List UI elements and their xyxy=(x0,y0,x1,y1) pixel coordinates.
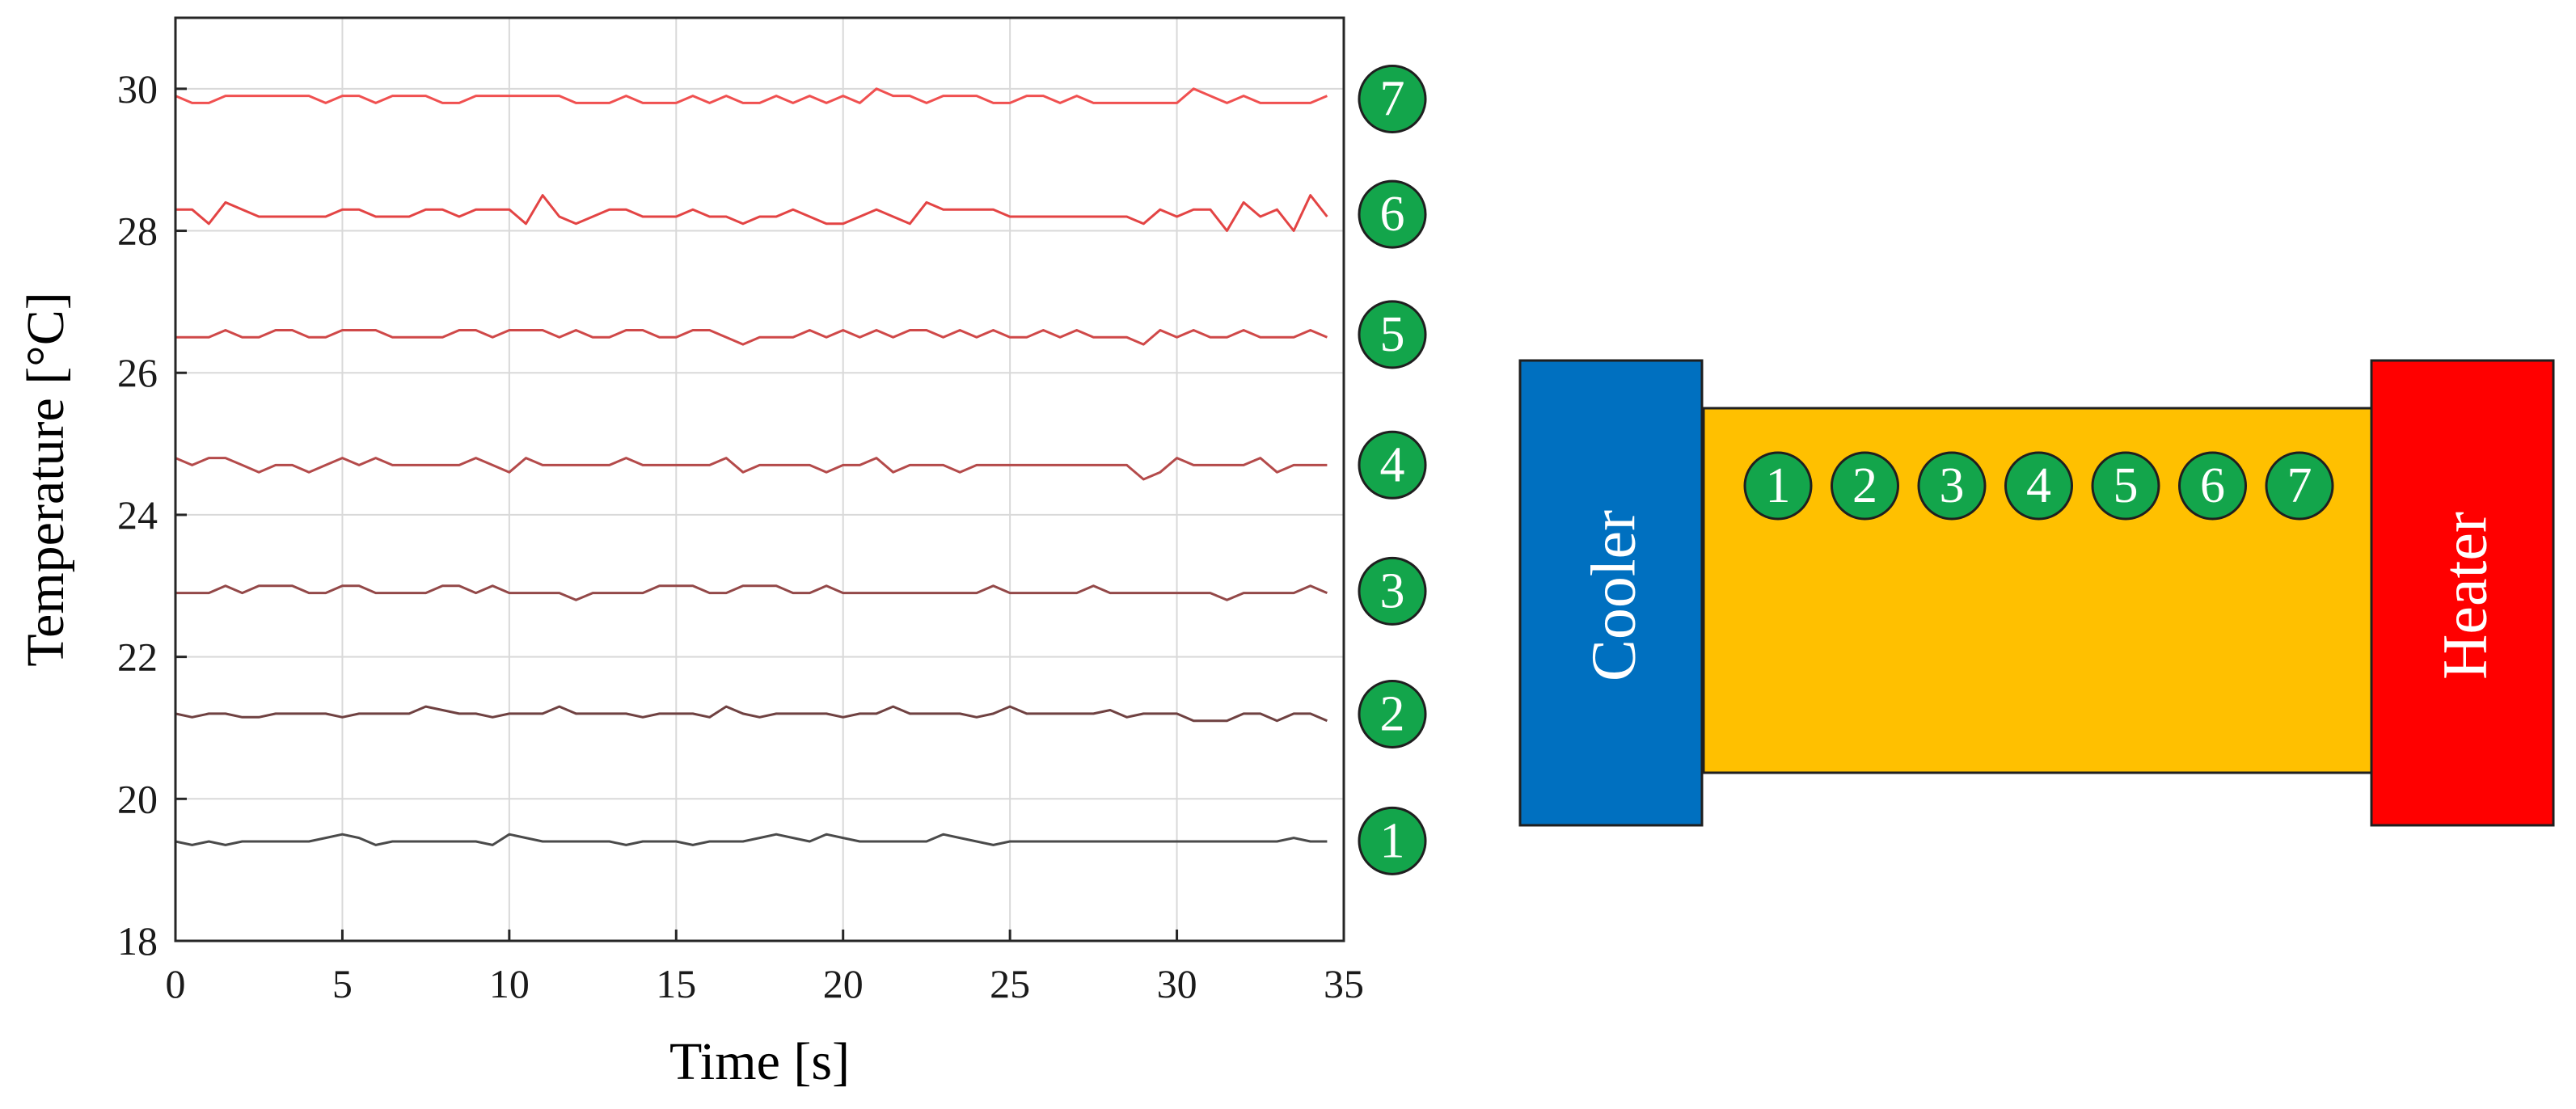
series-badge-label: 7 xyxy=(1380,72,1405,127)
cooler-label: Cooler xyxy=(1578,510,1649,681)
series-badge-circle xyxy=(1358,65,1427,134)
sensor-badge-4: 4 xyxy=(2004,451,2073,521)
series-badge-1: 1 xyxy=(1358,806,1427,875)
sensor-badge-circle xyxy=(2178,451,2247,521)
series-line-6 xyxy=(175,194,1328,232)
series-badge-label: 1 xyxy=(1380,813,1405,868)
series-badge-circle xyxy=(1358,556,1427,626)
series-line-3 xyxy=(175,584,1328,601)
sensor-badge-circle xyxy=(2091,451,2160,521)
sensor-badge-1: 1 xyxy=(1743,451,1813,521)
series-badge-circle xyxy=(1358,430,1427,500)
x-tick-label: 5 xyxy=(332,961,353,1006)
series-badge-label: 6 xyxy=(1380,187,1405,242)
sensor-badge-label: 5 xyxy=(2114,458,2139,513)
heater-label: Heater xyxy=(2430,512,2500,680)
x-axis-title: Time [s] xyxy=(669,1032,850,1091)
series-line-4 xyxy=(175,457,1328,481)
sensor-badge-label: 1 xyxy=(1766,458,1791,513)
x-tick-label: 35 xyxy=(1324,961,1364,1006)
x-tick-label: 15 xyxy=(656,961,696,1006)
sensor-badge-circle xyxy=(2004,451,2073,521)
x-tick-label: 30 xyxy=(1157,961,1197,1006)
chart-grid xyxy=(175,18,1345,942)
series-badge-5: 5 xyxy=(1358,300,1427,369)
cooler-block xyxy=(1518,359,1704,827)
series-line-7 xyxy=(175,87,1328,104)
sensor-badge-circle xyxy=(2265,451,2334,521)
sensor-row: 1 2 3 4 5 6 7 xyxy=(1743,451,2334,521)
series-badge-label: 3 xyxy=(1380,563,1405,618)
x-tick-label: 25 xyxy=(990,961,1030,1006)
series-line-1 xyxy=(175,833,1328,846)
sensor-badge-5: 5 xyxy=(2091,451,2160,521)
y-tick-label: 30 xyxy=(117,66,158,112)
sensor-badge-circle xyxy=(1917,451,1987,521)
series-badge-6: 6 xyxy=(1358,179,1427,249)
sensor-badge-2: 2 xyxy=(1831,451,1899,521)
series-line-2 xyxy=(175,705,1328,723)
series-badge-circle xyxy=(1358,806,1427,875)
series-line-5 xyxy=(175,329,1328,346)
sensor-badge-label: 7 xyxy=(2287,458,2312,513)
x-tick-label: 0 xyxy=(166,961,186,1006)
sensor-badge-7: 7 xyxy=(2265,451,2334,521)
apparatus-diagram: Cooler Heater 1 2 3 4 5 6 7 xyxy=(1518,359,2555,827)
series-badges: 1 2 3 4 5 6 7 xyxy=(1358,65,1427,875)
x-tick-label: 20 xyxy=(823,961,864,1006)
series-badge-circle xyxy=(1358,179,1427,249)
plot-frame xyxy=(174,16,1345,942)
y-tick-label: 28 xyxy=(117,209,158,254)
x-tick-label: 10 xyxy=(489,961,530,1006)
sensor-badge-label: 4 xyxy=(2026,458,2051,513)
series-badge-circle xyxy=(1358,300,1427,369)
series-badge-label: 5 xyxy=(1380,307,1405,362)
series-badge-label: 4 xyxy=(1380,437,1405,492)
temperature-chart: 0 5 10 15 20 25 30 35 18 20 22 24 26 28 30 1 2 3 4 5 6 7 Tim… xyxy=(16,16,1427,1091)
series-badge-4: 4 xyxy=(1358,430,1427,500)
sensor-badge-label: 6 xyxy=(2200,458,2225,513)
y-tick-label: 22 xyxy=(117,635,158,680)
sensor-badge-label: 3 xyxy=(1940,458,1965,513)
y-tick-label: 24 xyxy=(117,492,158,538)
sensor-badge-6: 6 xyxy=(2178,451,2247,521)
series-badge-7: 7 xyxy=(1358,65,1427,134)
y-axis-title: Temperature [°C] xyxy=(16,292,75,666)
sensor-badge-3: 3 xyxy=(1917,451,1987,521)
sensor-badge-circle xyxy=(1743,451,1813,521)
series-badge-3: 3 xyxy=(1358,556,1427,626)
series-badge-label: 2 xyxy=(1380,686,1405,741)
sensor-badge-circle xyxy=(1831,451,1899,521)
chart-series xyxy=(175,87,1328,846)
chart-ticks: 0 5 10 15 20 25 30 35 18 20 22 24 26 28 30 xyxy=(117,66,1364,1006)
sensor-badge-label: 2 xyxy=(1852,458,1877,513)
y-tick-label: 26 xyxy=(117,350,158,395)
series-badge-2: 2 xyxy=(1358,679,1427,748)
y-tick-label: 20 xyxy=(117,776,158,821)
series-badge-circle xyxy=(1358,679,1427,748)
y-tick-label: 18 xyxy=(117,918,158,964)
heater-block xyxy=(2370,359,2555,827)
